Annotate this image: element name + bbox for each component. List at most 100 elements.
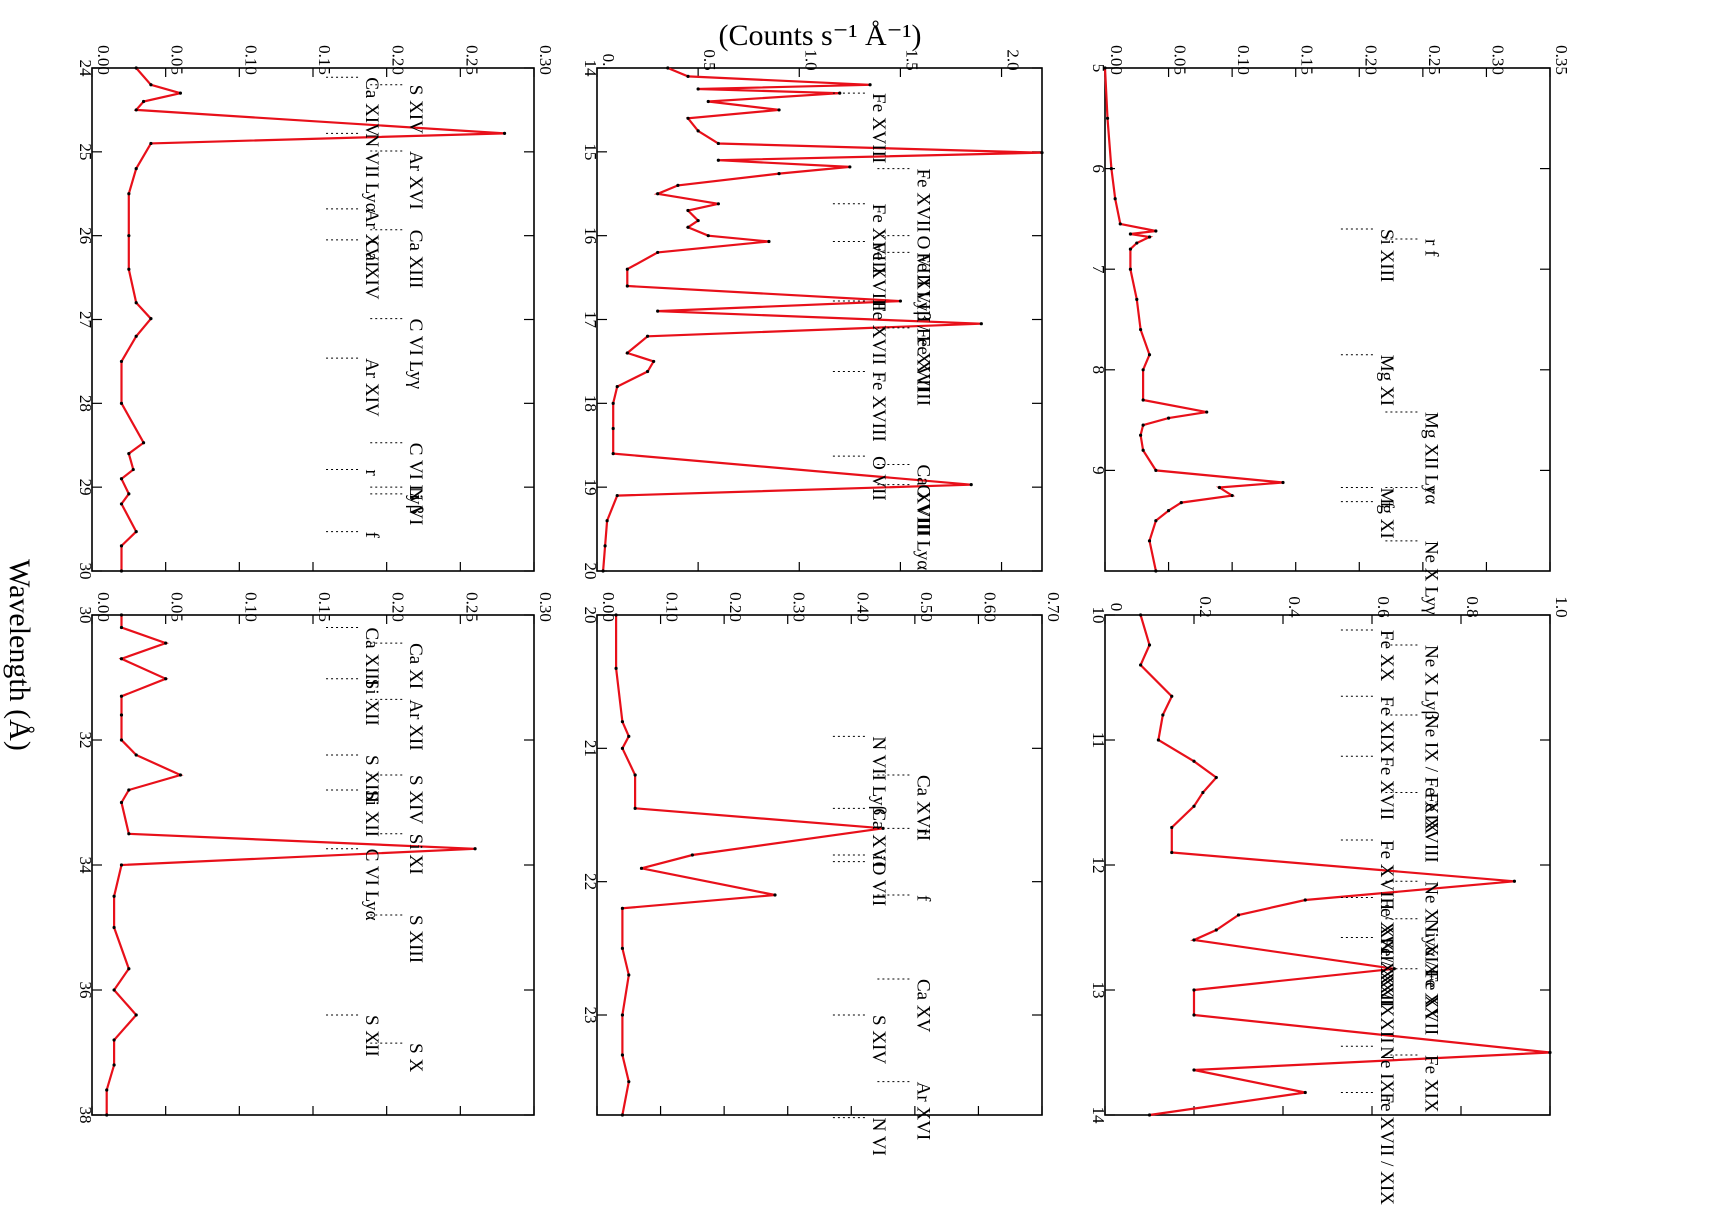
data-point <box>686 116 690 120</box>
data-point <box>119 477 124 481</box>
data-point <box>620 746 625 750</box>
intensity-tick-label: 0.00 <box>1107 45 1126 75</box>
line-id-label: Ne IX / Fe XIX <box>1420 715 1441 835</box>
line-id-label: Fe XIX <box>1420 1055 1441 1113</box>
line-id-label: Fe XVII <box>1376 756 1397 820</box>
line-id-label: Ca XIV <box>361 77 382 137</box>
data-point <box>1128 247 1133 251</box>
wavelength-tick-label: 20 <box>581 607 600 624</box>
data-point <box>1161 713 1165 717</box>
data-point <box>1154 468 1158 472</box>
data-trace <box>1104 67 1284 572</box>
wavelength-tick-label: 22 <box>581 873 600 890</box>
intensity-tick-label: 0.30 <box>536 592 555 622</box>
data-point <box>706 99 710 104</box>
data-point <box>119 625 124 630</box>
data-point <box>625 284 629 288</box>
data-point <box>127 832 131 836</box>
data-point <box>627 734 631 738</box>
wavelength-tick-label: 25 <box>76 143 95 160</box>
line-id-label: C VI Lyβ <box>405 443 426 515</box>
wavelength-tick-label: 27 <box>76 311 95 329</box>
data-point <box>848 165 852 169</box>
wavelength-tick-label: 10 <box>1089 607 1108 624</box>
data-point <box>1118 222 1122 226</box>
intensity-tick-label: 0.10 <box>663 592 682 622</box>
data-point <box>1128 232 1133 236</box>
model-curve <box>614 615 884 1116</box>
data-point <box>134 529 138 534</box>
data-point <box>1147 539 1152 543</box>
line-id-label: i <box>868 855 889 860</box>
data-point <box>625 351 629 355</box>
data-point <box>112 1038 116 1042</box>
intensity-tick-label: 0.05 <box>168 45 187 75</box>
wavelength-tick-label: 9 <box>1089 466 1108 475</box>
data-point <box>625 267 629 271</box>
data-point <box>119 800 124 805</box>
data-point <box>141 99 146 104</box>
data-point <box>1392 967 1396 971</box>
data-point <box>119 613 124 617</box>
intensity-tick-label: 0.6 <box>1374 596 1393 617</box>
data-point <box>686 225 690 229</box>
data-point <box>666 66 670 70</box>
data-point <box>614 666 618 670</box>
line-id-label: Ar XII <box>405 699 426 750</box>
data-point <box>898 299 903 303</box>
data-point <box>127 234 131 238</box>
intensity-tick-label: 0.20 <box>389 592 408 622</box>
intensity-tick-label: 0.20 <box>1361 45 1380 75</box>
data-point <box>105 1088 109 1092</box>
intensity-tick-label: 0.05 <box>1171 45 1190 75</box>
data-point <box>1303 1090 1307 1095</box>
spectrum-panel: 0.00 0.05 0.10 0.15 0.20 0.25 0.30 24 25 26 27 28 29… <box>76 45 555 579</box>
intensity-tick-label: 0.60 <box>980 592 999 622</box>
intensity-tick-label: 0.10 <box>241 45 260 75</box>
line-id-label: Ca XIII <box>361 628 382 687</box>
data-point <box>112 1063 116 1067</box>
data-point <box>119 657 124 661</box>
line-id-label: f <box>912 895 933 902</box>
data-point <box>627 973 631 977</box>
wavelength-tick-label: 21 <box>581 740 600 757</box>
data-point <box>149 83 153 87</box>
wavelength-tick-label: 7 <box>1089 265 1108 274</box>
data-point <box>1192 1013 1196 1017</box>
data-point <box>686 208 690 213</box>
intensity-tick-label: 0.30 <box>536 45 555 75</box>
wavelength-tick-label: 29 <box>76 479 95 496</box>
line-id-label: Fe XVIII <box>868 93 889 163</box>
data-point <box>620 1053 625 1057</box>
data-point <box>1139 327 1143 332</box>
model-curve <box>1103 67 1284 572</box>
data-point <box>652 359 656 364</box>
wavelength-tick-label: 23 <box>581 1007 600 1024</box>
data-trace <box>602 67 1043 572</box>
wavelength-tick-label: 26 <box>76 227 95 244</box>
data-point <box>119 713 124 717</box>
data-point <box>1147 235 1152 239</box>
intensity-tick-label: 0.20 <box>726 592 745 622</box>
line-id-label: S XIII <box>405 915 426 963</box>
data-point <box>164 641 168 645</box>
model-curve <box>1139 614 1551 1117</box>
intensity-tick-label: 0.5 <box>700 49 719 70</box>
data-point <box>1147 353 1152 357</box>
line-id-label: Ne X Lyβ <box>1420 645 1441 720</box>
data-point <box>716 158 720 162</box>
intensity-tick-label: 2.0 <box>1004 49 1023 70</box>
wavelength-tick-label: 6 <box>1089 164 1108 173</box>
intensity-tick-label: 1.5 <box>902 49 921 70</box>
data-point <box>149 141 153 146</box>
intensity-tick-label: 0.50 <box>917 592 936 622</box>
data-point <box>777 172 781 176</box>
data-point <box>1548 1050 1552 1055</box>
intensity-tick-label: 0. <box>599 54 618 67</box>
line-id-label: Ca XVIII <box>912 465 933 537</box>
data-point <box>112 894 116 898</box>
line-id-label: O VIII Lyα <box>912 485 933 571</box>
line-id-label: Fe XVIII <box>868 242 889 312</box>
data-point <box>620 946 625 950</box>
